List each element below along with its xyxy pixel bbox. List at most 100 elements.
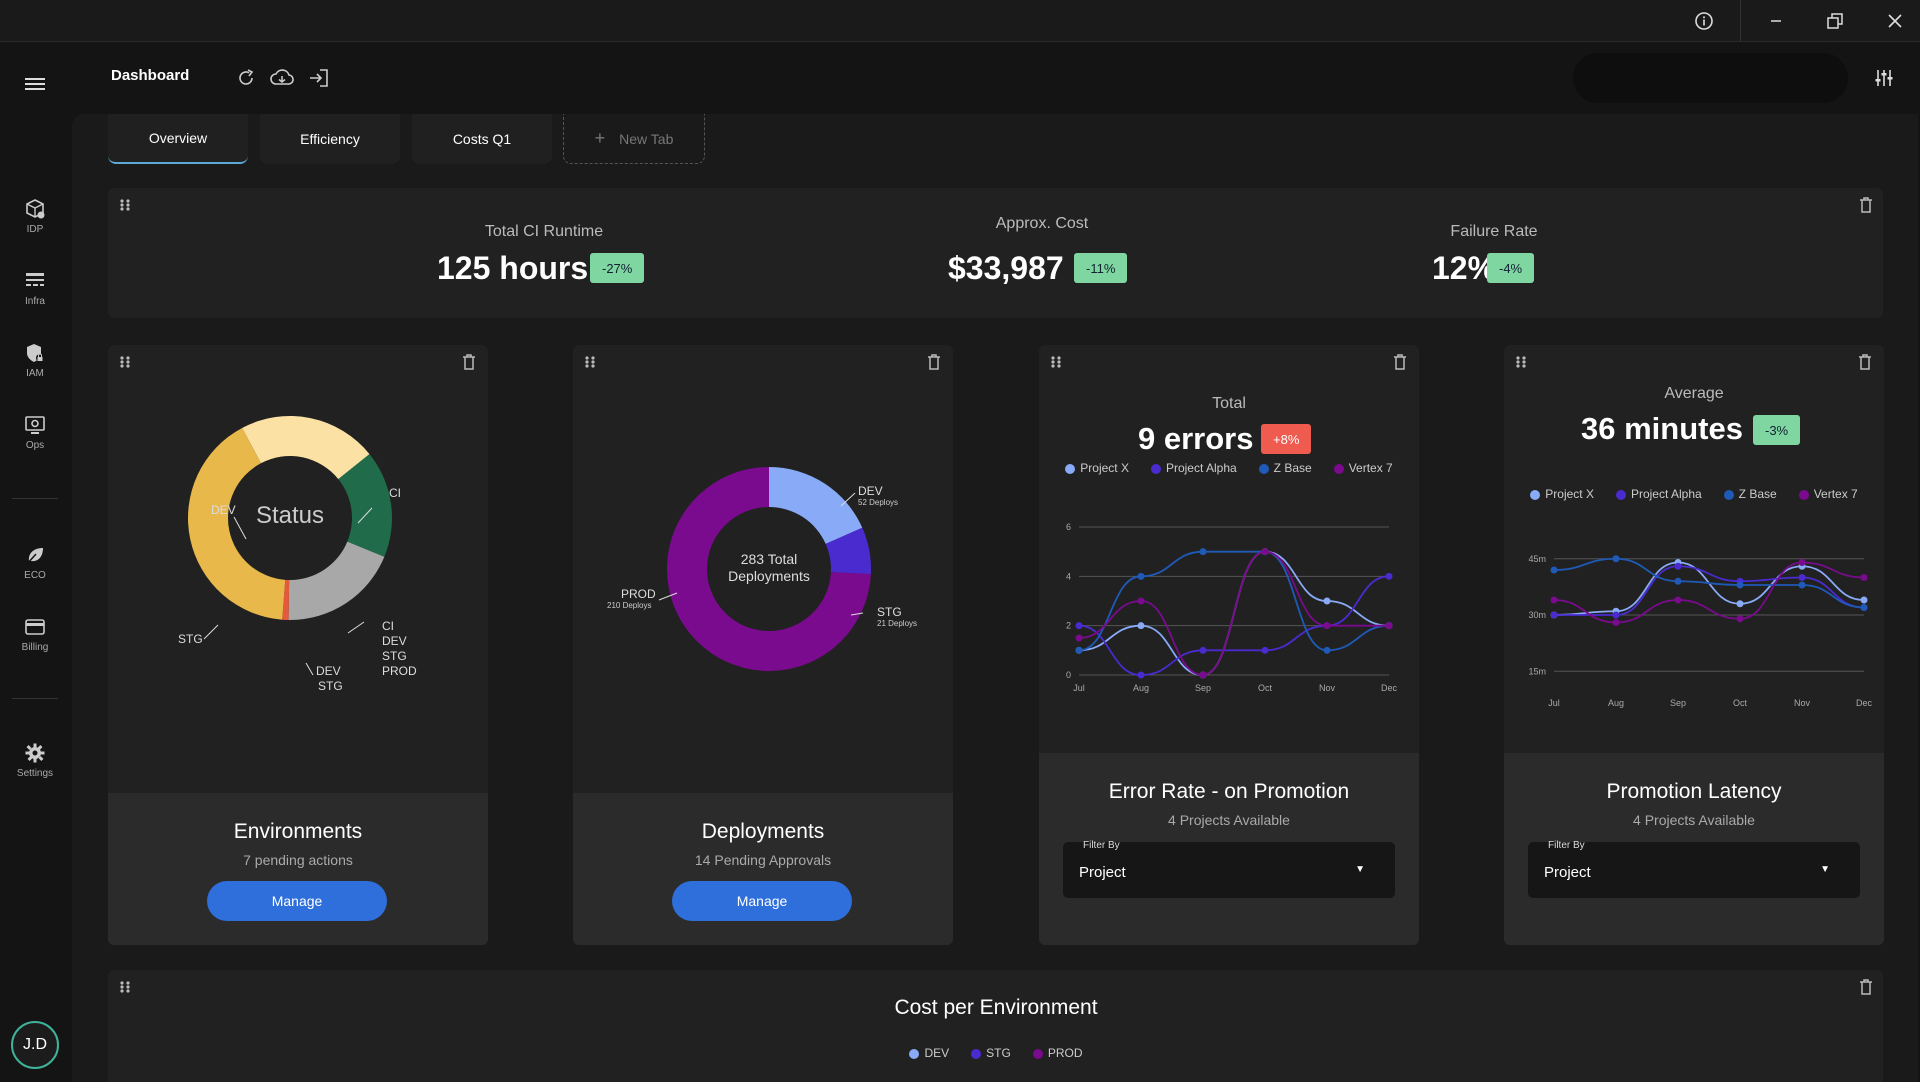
legend-item[interactable]: Project Alpha [1150,461,1237,475]
data-point[interactable] [1199,671,1207,679]
data-point[interactable] [1798,559,1806,566]
login-icon[interactable] [307,66,331,90]
data-point[interactable] [1860,596,1868,604]
drag-handle-icon[interactable] [118,198,132,212]
trash-icon[interactable] [462,354,476,370]
manage-button[interactable]: Manage [672,881,852,921]
drag-handle-icon[interactable] [1049,355,1063,369]
sidebar-item-settings[interactable]: Settings [0,742,70,779]
sidebar-item-eco[interactable]: ECO [0,544,70,581]
data-point[interactable] [1612,611,1620,619]
search-input[interactable] [1573,53,1848,103]
data-point[interactable] [1798,574,1806,581]
restore-icon[interactable] [1806,0,1864,42]
close-icon[interactable] [1866,0,1920,42]
legend-item[interactable]: STG [971,1046,1011,1060]
donut-slice-multi[interactable] [288,541,385,620]
legend-item[interactable]: Z Base [1258,461,1312,475]
tab-costs-q1[interactable]: Costs Q1 [412,114,552,164]
title-bar [0,0,1920,42]
refresh-icon[interactable] [234,66,258,90]
drag-handle-icon[interactable] [583,355,597,369]
donut-slice-ci[interactable] [338,454,392,557]
legend-item[interactable]: DEV [909,1046,949,1060]
data-point[interactable] [1860,604,1868,611]
trash-icon[interactable] [927,354,941,370]
tab-efficiency[interactable]: Efficiency [260,114,400,164]
trash-icon[interactable] [1858,354,1872,370]
sidebar-item-iam[interactable]: IAM [0,342,70,379]
data-point[interactable] [1736,600,1744,608]
minimize-icon[interactable] [1747,0,1805,42]
data-point[interactable] [1075,634,1083,642]
legend-item[interactable]: Vertex 7 [1333,461,1393,475]
legend-item[interactable]: Vertex 7 [1798,487,1858,501]
tab-new[interactable]: + New Tab [563,114,705,164]
data-point[interactable] [1199,646,1207,654]
user-avatar[interactable]: J.D [11,1021,59,1069]
data-point[interactable] [1550,611,1558,619]
data-point[interactable] [1385,572,1393,580]
trash-icon[interactable] [1859,979,1873,995]
data-point[interactable] [1137,671,1145,679]
data-point[interactable] [1199,548,1207,556]
legend-item[interactable]: Z Base [1723,487,1777,501]
drag-handle-icon[interactable] [118,980,132,994]
segment-label-devstg-1: DEV [316,664,341,678]
data-point[interactable] [1550,566,1558,574]
sidebar-item-ops[interactable]: Ops [0,414,70,451]
manage-button[interactable]: Manage [207,881,387,921]
data-point[interactable] [1736,615,1744,623]
donut-slice-prod[interactable] [667,467,871,671]
data-point[interactable] [1860,574,1868,581]
legend-item[interactable]: Project X [1065,461,1129,475]
data-point[interactable] [1137,597,1145,605]
data-point[interactable] [1674,577,1682,585]
data-point[interactable] [1674,562,1682,570]
data-point[interactable] [1323,597,1331,605]
data-point[interactable] [1323,622,1331,630]
trash-icon[interactable] [1393,354,1407,370]
tune-settings-icon[interactable] [1872,66,1896,90]
legend-item[interactable]: Project Alpha [1615,487,1702,501]
legend-item[interactable]: PROD [1032,1046,1083,1060]
data-point[interactable] [1137,622,1145,630]
drag-handle-icon[interactable] [118,355,132,369]
sidebar-item-billing[interactable]: Billing [0,616,70,653]
data-point[interactable] [1736,581,1744,589]
data-point[interactable] [1798,581,1806,589]
drag-handle-icon[interactable] [1514,355,1528,369]
info-icon[interactable] [1675,0,1733,42]
kpi-label: Approx. Cost [995,215,1089,232]
donut-slice-devstg[interactable] [282,579,290,620]
y-tick-label: 6 [1066,522,1071,532]
tab-overview[interactable]: Overview [108,114,248,164]
filter-label: Filter By [1548,840,1585,851]
data-point[interactable] [1075,622,1083,630]
series-line [1078,575,1390,676]
data-point[interactable] [1612,619,1620,626]
data-point[interactable] [1075,646,1083,654]
donut-slice-dev[interactable] [242,416,370,480]
trash-icon[interactable] [1859,197,1873,213]
data-point[interactable] [1261,646,1269,654]
x-tick-label: Oct [1733,698,1748,708]
donut-slice-dev[interactable] [769,467,863,544]
donut-slice-stg[interactable] [825,527,871,575]
data-point[interactable] [1550,596,1558,604]
data-point[interactable] [1137,572,1145,580]
data-point[interactable] [1323,646,1331,654]
data-point[interactable] [1261,548,1269,556]
sidebar-item-idp[interactable]: IDP [0,198,70,235]
sidebar-item-infra[interactable]: Infra [0,270,70,307]
data-point[interactable] [1674,596,1682,604]
hamburger-menu-icon[interactable] [25,76,45,97]
project-filter-select[interactable]: Filter By Project ▼ [1528,840,1860,898]
data-point[interactable] [1612,555,1620,563]
project-filter-select[interactable]: Filter By Project ▼ [1063,840,1395,898]
cloud-download-icon[interactable] [270,66,294,90]
legend-item[interactable]: Project X [1530,487,1594,501]
donut-slice-stg[interactable] [187,427,286,620]
data-point[interactable] [1385,622,1393,630]
latency-line-chart: 15m 30m 45m Jul Aug Sep Oct Nov Dec [1528,554,1872,708]
